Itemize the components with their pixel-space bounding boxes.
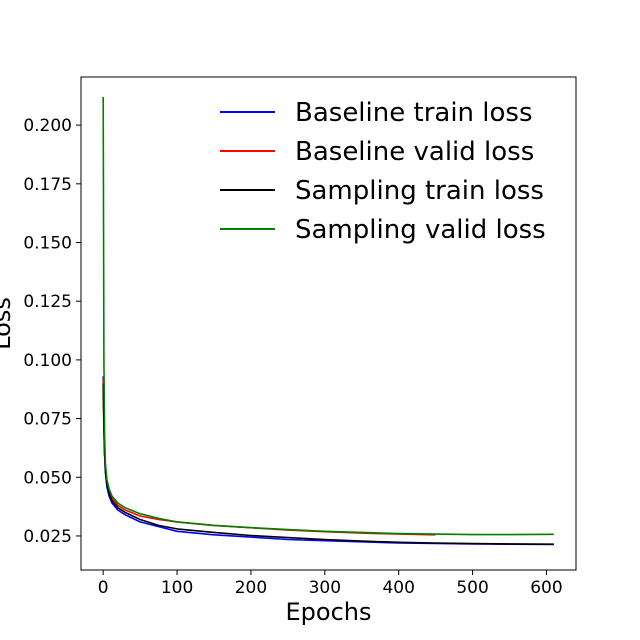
x-tick-label: 0 xyxy=(98,578,109,598)
legend-label: Baseline valid loss xyxy=(295,137,534,167)
legend-label: Sampling valid loss xyxy=(295,215,546,245)
x-tick-label: 400 xyxy=(382,578,414,598)
legend-label: Sampling train loss xyxy=(295,176,544,206)
plot-frame xyxy=(80,76,577,571)
y-tick-label: 0.075 xyxy=(23,410,72,430)
x-axis-title: Epochs xyxy=(286,598,372,626)
y-tick-label: 0.100 xyxy=(23,351,72,371)
y-axis-ticks: 0.025 0.050 0.075 0.100 0.125 0.150 0.175 0.200 xyxy=(23,116,81,547)
series-line xyxy=(102,376,554,546)
legend: Baseline train loss Baseline valid loss Sa… xyxy=(220,98,546,245)
x-tick-label: 100 xyxy=(161,578,193,598)
y-tick-label: 0.025 xyxy=(23,527,72,547)
y-tick-label: 0.125 xyxy=(23,292,72,312)
x-tick-label: 600 xyxy=(530,578,562,598)
y-tick-label: 0.175 xyxy=(23,175,72,195)
legend-label: Baseline train loss xyxy=(295,98,533,128)
series-line xyxy=(102,378,436,536)
y-tick-label: 0.200 xyxy=(23,116,72,136)
x-axis-ticks: 0 100 200 300 400 500 600 xyxy=(98,570,563,598)
series-line xyxy=(102,96,554,536)
series-lines xyxy=(102,96,554,546)
y-axis-title: Loss xyxy=(0,297,16,350)
y-tick-label: 0.150 xyxy=(23,234,72,254)
x-tick-label: 500 xyxy=(456,578,488,598)
x-tick-label: 200 xyxy=(235,578,267,598)
y-tick-label: 0.050 xyxy=(23,468,72,488)
x-tick-label: 300 xyxy=(309,578,341,598)
